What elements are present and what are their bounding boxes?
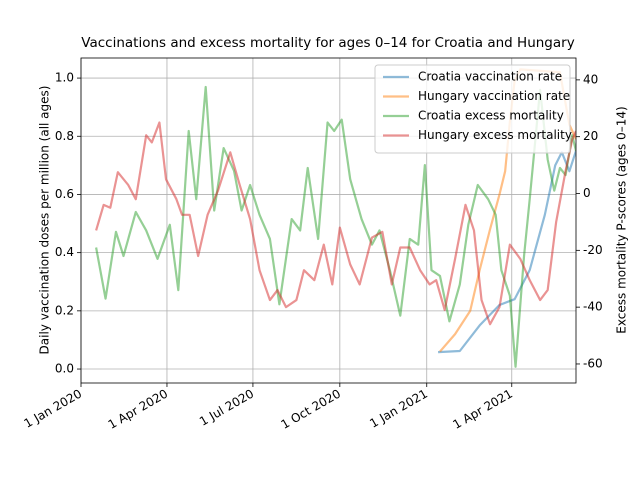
y2-tick-label: -60 — [583, 356, 603, 370]
y-tick-label: 0.0 — [55, 362, 74, 376]
series-line — [438, 150, 576, 354]
legend-box — [374, 64, 571, 154]
x-tick-label: 1 Apr 2020 — [106, 387, 171, 432]
legend-label: Croatia vaccination rate — [418, 70, 562, 84]
y2-tick-label: -40 — [583, 300, 603, 314]
legend-label: Hungary vaccination rate — [418, 89, 570, 103]
y-tick-label: 0.6 — [55, 187, 74, 201]
plot-frame — [80, 57, 577, 384]
series-line — [95, 85, 576, 368]
chart-title: Vaccinations and excess mortality for ag… — [81, 35, 574, 51]
y2-axis-label: Excess mortality P-scores (ages 0–14) — [615, 106, 629, 333]
y2-tick-label: 20 — [583, 129, 598, 143]
x-tick-label: 1 Jan 2021 — [367, 387, 430, 431]
y2-tick-label: -20 — [583, 243, 603, 257]
x-tick-label: 1 Jul 2020 — [197, 387, 256, 429]
x-tick-label: 1 Apr 2021 — [450, 387, 515, 432]
y-tick-label: 0.2 — [55, 303, 74, 317]
x-tick-label: 1 Oct 2020 — [278, 387, 343, 432]
legend-label: Croatia excess mortality — [418, 109, 564, 123]
y-tick-label: 1.0 — [55, 71, 74, 85]
legend: Croatia vaccination rate Hungary vaccinat… — [374, 64, 572, 154]
y2-tick-label: 40 — [583, 72, 598, 86]
y-axis-label: Daily vaccination doses per million (all… — [38, 86, 52, 355]
legend-label: Hungary excess mortality — [418, 128, 572, 142]
x-tick-label: 1 Jan 2020 — [22, 387, 85, 431]
series-line — [95, 121, 576, 326]
y-tick-label: 0.8 — [55, 129, 74, 143]
y2-tick-label: 0 — [583, 186, 591, 200]
y-tick-label: 0.4 — [55, 245, 74, 259]
